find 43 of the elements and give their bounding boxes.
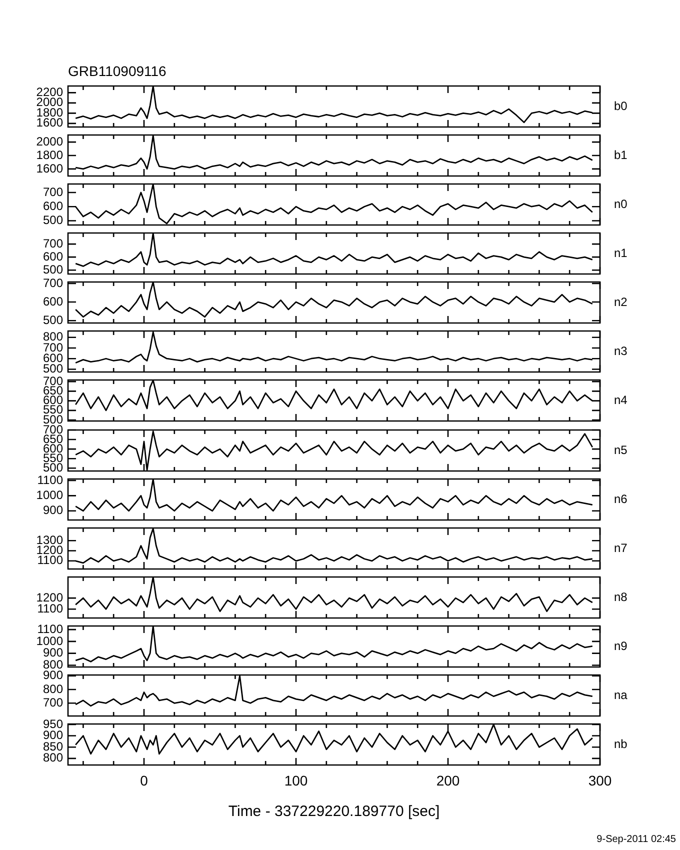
legend-label: n2	[614, 295, 628, 310]
legend-label: n6	[614, 491, 628, 506]
y-tick-label: 900	[42, 645, 64, 660]
y-tick-label: 1100	[37, 622, 64, 636]
legend-label: n8	[614, 590, 628, 604]
y-tick-label: 800	[42, 750, 64, 765]
y-tick-label: 700	[42, 184, 64, 199]
y-tick-label: 800	[42, 682, 64, 696]
x-axis-title: Time - 337229220.189770 [sec]	[228, 803, 440, 820]
y-tick-label: 600	[42, 250, 64, 264]
y-tick-label: 500	[42, 262, 64, 277]
x-tick-label: 100	[284, 772, 308, 788]
y-tick-label: 1600	[36, 161, 64, 176]
legend-label: n4	[614, 393, 628, 408]
y-tick-label: 1800	[36, 148, 64, 162]
legend-label: b1	[614, 148, 628, 162]
legend-label: n3	[614, 344, 628, 358]
y-tick-label: 1000	[36, 634, 64, 648]
text: 9-Sep-2011 02:45	[596, 834, 676, 845]
legend-label: n7	[614, 540, 628, 554]
y-tick-label: 500	[42, 213, 64, 228]
legend-label: n1	[614, 246, 628, 260]
x-tick-label: 300	[588, 772, 612, 788]
y-tick-label: 950	[42, 716, 64, 731]
x-tick-label: 200	[436, 772, 460, 788]
y-tick-label: 500	[42, 313, 64, 328]
legend-label: na	[614, 688, 628, 702]
chart-title: GRB110909116	[68, 63, 167, 79]
legend-label: n5	[614, 442, 628, 456]
y-tick-label: 900	[42, 502, 64, 517]
y-tick-label: 700	[42, 695, 64, 710]
legend-label: b0	[614, 98, 628, 113]
legend-label: nb	[614, 736, 628, 751]
y-tick-label: 1000	[36, 488, 64, 502]
y-tick-label: 2000	[36, 134, 64, 148]
y-tick-label: 600	[42, 294, 64, 309]
x-tick-label: 0	[140, 772, 148, 788]
y-tick-label: 1100	[37, 472, 64, 486]
y-tick-label: 700	[42, 276, 64, 290]
y-tick-label: 700	[42, 236, 64, 251]
y-tick-label: 600	[42, 199, 64, 214]
legend-label: n0	[614, 196, 628, 211]
legend-label: n9	[614, 638, 628, 653]
